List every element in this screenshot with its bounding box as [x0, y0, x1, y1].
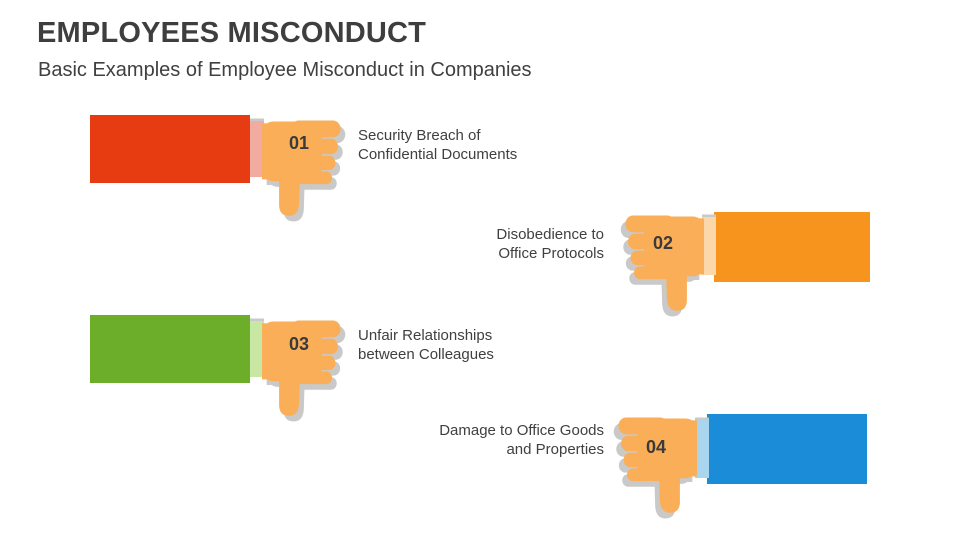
item-label-line1: Security Breach of: [358, 127, 481, 144]
cuff-shape: [250, 121, 264, 177]
item-label-line1: Disobedience to: [496, 226, 604, 243]
item-label-line2: and Properties: [506, 441, 604, 458]
item-label: Disobedience to Office Protocols: [404, 225, 604, 263]
sleeve-shape: [90, 315, 250, 383]
item-label: Unfair Relationships between Colleagues: [358, 326, 494, 364]
slide-subtitle: Basic Examples of Employee Misconduct in…: [38, 59, 532, 81]
item-number: 02: [652, 233, 674, 253]
item-label-line2: Office Protocols: [498, 245, 604, 262]
cuff-shape: [695, 420, 709, 478]
slide-title: EMPLOYEES MISCONDUCT: [37, 17, 427, 49]
item-number: 01: [288, 133, 310, 153]
item-label-line2: between Colleagues: [358, 346, 494, 363]
sleeve-shape: [707, 414, 867, 484]
thumbs-down-icon: [262, 314, 344, 428]
cuff-shape: [702, 217, 716, 275]
cuff-shape: [250, 321, 264, 377]
thumbs-down-icon: [615, 411, 697, 525]
thumbs-down-icon: [622, 209, 704, 323]
item-label-line2: Confidential Documents: [358, 146, 518, 163]
sleeve-shape: [90, 115, 250, 183]
item-label-line1: Unfair Relationships: [358, 327, 493, 344]
item-number: 03: [288, 334, 310, 354]
item-label-line1: Damage to Office Goods: [439, 422, 604, 439]
thumbs-down-icon: [262, 114, 344, 228]
sleeve-shape: [714, 212, 870, 282]
item-number: 04: [645, 437, 667, 457]
item-label: Damage to Office Goods and Properties: [384, 421, 604, 459]
item-label: Security Breach of Confidential Document…: [358, 126, 517, 164]
